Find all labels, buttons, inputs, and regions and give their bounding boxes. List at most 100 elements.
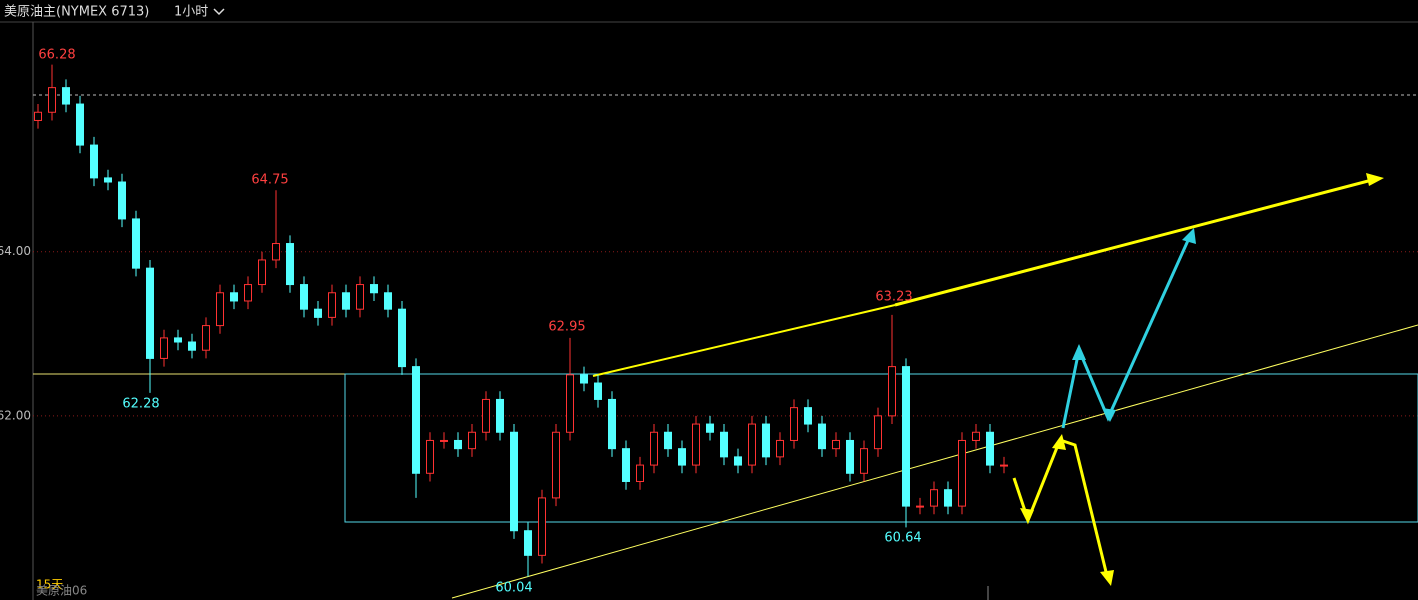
candle-body	[272, 243, 280, 261]
contract-label: 美原油06	[36, 584, 87, 598]
candle-body	[454, 439, 462, 450]
candle-body	[986, 431, 994, 466]
candle-body	[748, 423, 756, 466]
candle-body	[440, 439, 448, 442]
candle-body	[664, 431, 672, 450]
candle-body	[902, 366, 910, 507]
candle-body	[776, 439, 784, 458]
range-label: 15天	[36, 578, 63, 592]
candle-body	[244, 284, 252, 302]
candle-body	[832, 439, 840, 450]
candle-body	[48, 87, 56, 113]
candle-body	[482, 398, 490, 433]
candle-body	[62, 87, 70, 105]
candle-body	[342, 292, 350, 310]
price-label: 63.23	[875, 290, 912, 305]
candle-body	[132, 218, 140, 269]
candle-body	[146, 267, 154, 359]
price-label: 62.95	[548, 320, 585, 335]
candle-body	[622, 448, 630, 482]
candle-body	[972, 431, 980, 441]
price-label: 62.28	[122, 397, 159, 412]
candle-body	[860, 448, 868, 474]
candle-body	[1000, 464, 1008, 467]
range-box	[344, 373, 1418, 523]
candle-body	[552, 431, 560, 499]
candle-body	[90, 144, 98, 179]
candle-body	[566, 374, 574, 433]
candle-body	[818, 423, 826, 450]
candle-body	[384, 292, 392, 310]
candle-body	[174, 337, 182, 343]
candle-body	[216, 292, 224, 327]
arrow-head	[1072, 344, 1086, 360]
candle-body	[468, 431, 476, 450]
candle-body	[706, 423, 714, 433]
price-label: 60.04	[495, 581, 532, 596]
candle-body	[300, 284, 308, 310]
candle-body	[916, 505, 924, 508]
candle-body	[76, 103, 84, 146]
candle-body	[958, 439, 966, 507]
arrow-head	[1102, 408, 1116, 422]
candle-body	[286, 243, 294, 286]
arrow-head	[1366, 173, 1384, 186]
candle-body	[804, 407, 812, 425]
candle-body	[888, 366, 896, 417]
candle-body	[650, 431, 658, 466]
candle-body	[188, 341, 196, 351]
forecast-path	[1061, 235, 1192, 429]
candle-body	[846, 439, 854, 474]
price-label: 60.64	[884, 531, 921, 546]
candle-body	[314, 308, 322, 318]
instrument-title: 美原油主(NYMEX 6713)	[4, 5, 149, 20]
trend-line	[451, 324, 1418, 599]
candle-body	[34, 111, 42, 121]
candle-body	[356, 284, 364, 310]
arrow-head	[1100, 570, 1114, 586]
candle-body	[160, 337, 168, 359]
candle-body	[412, 366, 420, 474]
candle-body	[594, 382, 602, 400]
candle-body	[790, 407, 798, 441]
arrow-head	[1182, 228, 1196, 244]
candle-body	[202, 325, 210, 351]
candle-body	[678, 448, 686, 466]
candle-body	[524, 530, 532, 556]
arrow-head	[1052, 434, 1066, 450]
candle-body	[930, 489, 938, 507]
candle-body	[944, 489, 952, 507]
candle-body	[426, 439, 434, 474]
candle-body	[230, 292, 238, 302]
candle-body	[510, 431, 518, 532]
candle-body	[104, 177, 112, 183]
candle-body	[328, 292, 336, 318]
candle-body	[496, 398, 504, 433]
arrow-head	[1020, 508, 1034, 524]
grid	[33, 251, 1418, 417]
dropdown-icon[interactable]	[213, 8, 225, 16]
candle-body	[398, 308, 406, 368]
candle-body	[370, 284, 378, 294]
price-label: 64.75	[251, 173, 288, 188]
candle-body	[720, 431, 728, 458]
candle-body	[538, 497, 546, 556]
candle-body	[636, 464, 644, 482]
trend-line	[894, 178, 1373, 307]
candle-body	[874, 415, 882, 450]
candle-body	[762, 423, 770, 458]
candle-body	[580, 374, 588, 384]
y-tick-label: 64.00	[0, 244, 31, 258]
candle-body	[692, 423, 700, 466]
y-tick-label: 62.00	[0, 408, 31, 422]
timeframe[interactable]: 1小时	[174, 5, 208, 20]
candle-body	[608, 398, 616, 450]
candle-body	[258, 259, 266, 286]
candles	[34, 64, 1008, 577]
price-label: 66.28	[38, 48, 75, 63]
trend-line	[592, 304, 896, 377]
candle-body	[118, 181, 126, 220]
candle-body	[734, 456, 742, 466]
